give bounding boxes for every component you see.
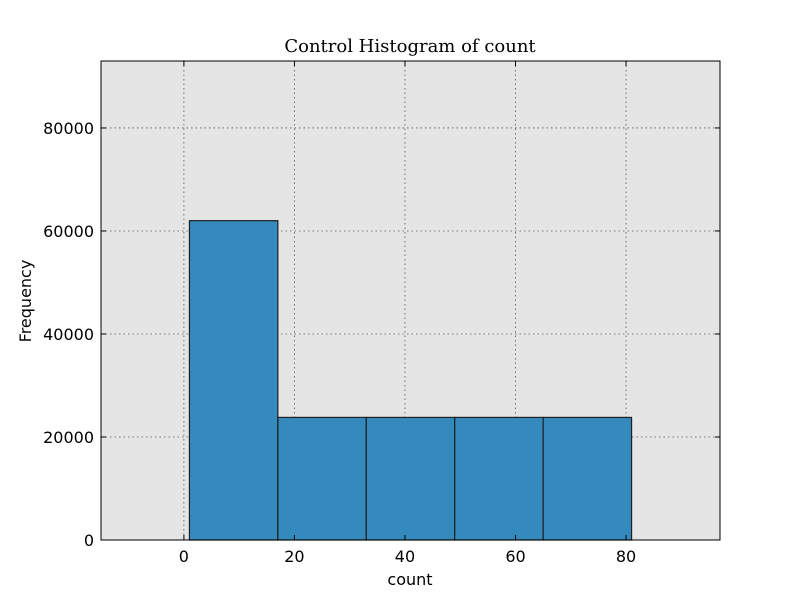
y-tick-label: 60000 [43, 222, 94, 241]
x-tick-label: 80 [616, 547, 636, 566]
y-tick-label: 40000 [43, 325, 94, 344]
tick-layer: 0 20 40 60 80 0 20000 40000 60000 80000 [43, 61, 720, 566]
histogram-bar-2 [365, 416, 456, 541]
y-tick-label: 0 [84, 531, 94, 550]
x-tick-label: 60 [505, 547, 525, 566]
y-axis-label: Frequency [16, 260, 35, 343]
x-tick-label: 0 [179, 547, 189, 566]
histogram-bar-4 [542, 416, 633, 541]
x-tick-label: 40 [395, 547, 415, 566]
histogram-bar-3 [454, 416, 544, 541]
chart-title: Control Histogram of count [284, 36, 536, 57]
histogram-bar-1 [277, 416, 367, 541]
plot-frame [100, 60, 721, 541]
y-tick-label: 80000 [43, 119, 94, 138]
y-tick-label: 20000 [43, 428, 94, 447]
bar-layer [188, 220, 633, 541]
x-tick-label: 20 [284, 547, 304, 566]
x-axis-label: count [387, 570, 432, 589]
grid-layer [101, 61, 720, 541]
histogram-bar-0 [188, 220, 279, 541]
